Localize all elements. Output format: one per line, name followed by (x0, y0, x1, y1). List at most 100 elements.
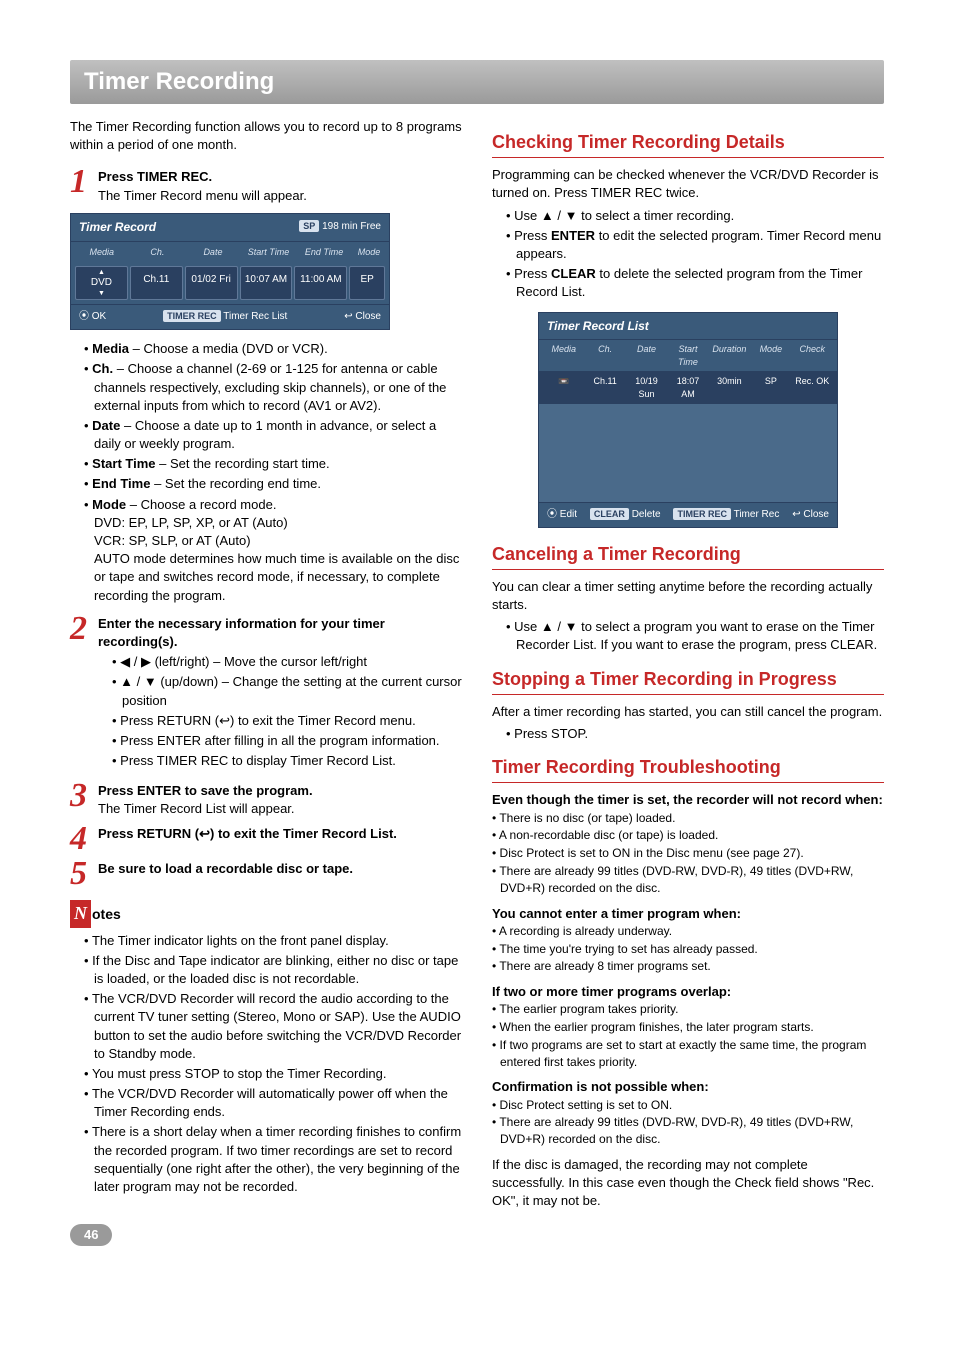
trouble-outro: If the disc is damaged, the recording ma… (492, 1156, 884, 1211)
step-number-icon: 4 (70, 825, 96, 854)
note-item: The VCR/DVD Recorder will record the aud… (84, 990, 462, 1063)
step-number-icon: 5 (70, 860, 96, 889)
foot-edit[interactable]: ⦿ Edit (547, 508, 577, 522)
step2-item: Press TIMER REC to display Timer Record … (112, 752, 462, 770)
stopping-item: Press STOP. (506, 725, 884, 743)
step-5-title: Be sure to load a recordable disc or tap… (98, 861, 353, 876)
trouble-item: There are already 99 titles (DVD-RW, DVD… (492, 863, 884, 897)
col-ch: Ch. (131, 246, 185, 259)
trouble-item: There are already 8 timer programs set. (492, 958, 884, 975)
cell-mode[interactable]: EP (349, 266, 385, 300)
foot-timer-rec[interactable]: TIMER REC Timer Rec (673, 508, 779, 522)
list-empty-row (539, 404, 837, 418)
list-empty-row (539, 474, 837, 488)
trouble-h2: You cannot enter a timer program when: (492, 905, 884, 923)
check-item: Use ▲ / ▼ to select a timer recording. (506, 207, 884, 225)
step2-item: Press RETURN (↩) to exit the Timer Recor… (112, 712, 462, 730)
foot-close[interactable]: ↩ Close (792, 508, 829, 522)
trouble-item: A recording is already underway. (492, 923, 884, 940)
foot-close[interactable]: ↩ Close (344, 310, 381, 324)
trouble-item: There is no disc (or tape) loaded. (492, 810, 884, 827)
list-empty-row (539, 488, 837, 502)
trouble-item: When the earlier program finishes, the l… (492, 1019, 884, 1036)
note-item: If the Disc and Tape indicator are blink… (84, 952, 462, 988)
step-4: 4 Press RETURN (↩) to exit the Timer Rec… (70, 825, 462, 854)
step-1: 1 Press TIMER REC. The Timer Record menu… (70, 168, 462, 204)
timer-record-list-panel: Timer Record List Media Ch. Date Start T… (538, 312, 838, 528)
list-col: Start Time (669, 343, 706, 368)
notes-icon: N (70, 900, 91, 927)
checking-heading: Checking Timer Recording Details (492, 130, 884, 158)
step-number-icon: 2 (70, 615, 96, 777)
step-4-title: Press RETURN (↩) to exit the Timer Recor… (98, 826, 397, 841)
foot-timer-rec-list[interactable]: TIMER REC Timer Rec List (163, 310, 287, 324)
page: Timer Recording The Timer Recording func… (0, 0, 954, 1296)
note-item: The VCR/DVD Recorder will automatically … (84, 1085, 462, 1121)
col-media: Media (75, 246, 129, 259)
step-number-icon: 1 (70, 168, 96, 204)
notes-list: The Timer indicator lights on the front … (84, 932, 462, 1197)
checking-intro: Programming can be checked whenever the … (492, 166, 884, 202)
trouble-heading: Timer Recording Troubleshooting (492, 755, 884, 783)
check-item: Press ENTER to edit the selected program… (506, 227, 884, 263)
col-mode: Mode (353, 246, 385, 259)
down-arrow-icon: ▼ (98, 290, 105, 297)
trouble-item: A non-recordable disc (or tape) is loade… (492, 827, 884, 844)
step-2: 2 Enter the necessary information for yo… (70, 615, 462, 777)
note-item: There is a short delay when a timer reco… (84, 1123, 462, 1196)
list-col: Mode (752, 343, 789, 368)
step-3: 3 Press ENTER to save the program. The T… (70, 782, 462, 818)
stopping-intro: After a timer recording has started, you… (492, 703, 884, 721)
page-number: 46 (70, 1224, 112, 1246)
stopping-heading: Stopping a Timer Recording in Progress (492, 667, 884, 695)
cancel-heading: Canceling a Timer Recording (492, 542, 884, 570)
step-1-body: The Timer Record menu will appear. (98, 188, 307, 203)
trouble-item: If two programs are set to start at exac… (492, 1037, 884, 1071)
cancel-intro: You can clear a timer setting anytime be… (492, 578, 884, 614)
list-empty-row (539, 418, 837, 432)
col-start: Start Time (242, 246, 296, 259)
trouble-h4: Confirmation is not possible when: (492, 1078, 884, 1096)
step-3-title: Press ENTER to save the program. (98, 783, 313, 798)
note-item: You must press STOP to stop the Timer Re… (84, 1065, 462, 1083)
cancel-item: Use ▲ / ▼ to select a program you want t… (506, 618, 884, 654)
step2-item: Press ENTER after filling in all the pro… (112, 732, 462, 750)
right-column: Checking Timer Recording Details Program… (492, 118, 884, 1246)
trouble-item: There are already 99 titles (DVD-RW, DVD… (492, 1114, 884, 1148)
list-col: Ch. (586, 343, 623, 368)
field-definitions: Media – Choose a media (DVD or VCR). Ch.… (84, 340, 462, 605)
step-number-icon: 3 (70, 782, 96, 818)
list-empty-row (539, 446, 837, 460)
list-empty-row (539, 460, 837, 474)
list-empty-row (539, 432, 837, 446)
trouble-h1: Even though the timer is set, the record… (492, 791, 884, 809)
list-col: Date (628, 343, 665, 368)
step-5: 5 Be sure to load a recordable disc or t… (70, 860, 462, 889)
list-panel-title: Timer Record List (547, 318, 649, 335)
cell-start[interactable]: 10:07 AM (240, 266, 293, 300)
list-col: Media (545, 343, 582, 368)
step-2-title: Enter the necessary information for your… (98, 616, 385, 649)
trouble-item: Disc Protect is set to ON in the Disc me… (492, 845, 884, 862)
check-item: Press CLEAR to delete the selected progr… (506, 265, 884, 301)
list-col: Duration (711, 343, 748, 368)
col-date: Date (186, 246, 240, 259)
cell-ch[interactable]: Ch.11 (130, 266, 183, 300)
free-space-label: 198 min Free (322, 221, 381, 232)
list-col: Check (794, 343, 831, 368)
panel-title: Timer Record (79, 219, 156, 236)
cell-media[interactable]: ▲ DVD ▼ (75, 266, 128, 300)
trouble-item: The time you're trying to set has alread… (492, 941, 884, 958)
left-column: The Timer Recording function allows you … (70, 118, 462, 1246)
list-row[interactable]: 📼 Ch.11 10/19 Sun 18:07 AM 30min SP Rec.… (539, 372, 837, 403)
media-value: DVD (91, 276, 112, 290)
foot-ok[interactable]: ⦿ OK (79, 310, 106, 324)
col-end: End Time (297, 246, 351, 259)
step-3-body: The Timer Record List will appear. (98, 801, 295, 816)
cell-end[interactable]: 11:00 AM (294, 266, 347, 300)
step2-item: ▲ / ▼ (up/down) – Change the setting at … (112, 673, 462, 709)
step2-item: ◀ / ▶ (left/right) – Move the cursor lef… (112, 653, 462, 671)
quality-badge: SP (299, 220, 319, 232)
cell-date[interactable]: 01/02 Fri (185, 266, 238, 300)
foot-delete[interactable]: CLEAR Delete (590, 508, 661, 522)
